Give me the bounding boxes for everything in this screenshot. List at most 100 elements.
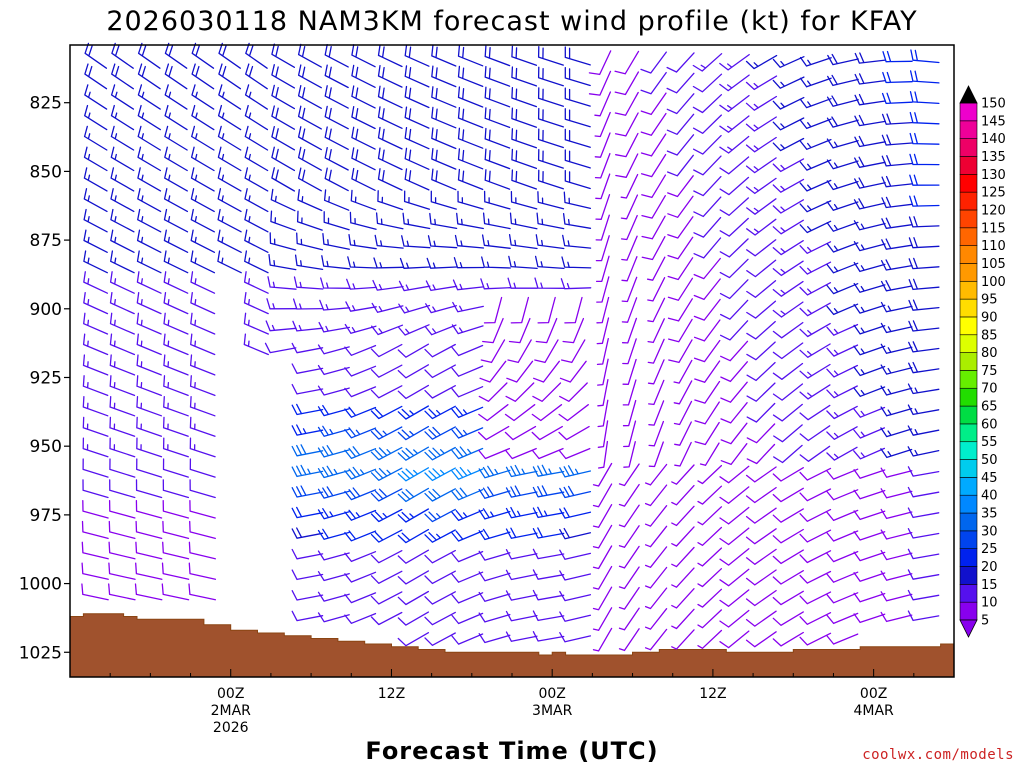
wind-barb: [271, 43, 296, 68]
colorbar-label: 60: [981, 417, 998, 432]
wind-barb: [697, 464, 723, 485]
wind-barb: [188, 541, 216, 560]
wind-barb: [109, 291, 135, 315]
wind-barb: [291, 610, 324, 622]
wind-barb: [457, 86, 484, 108]
wind-barb: [244, 104, 269, 131]
colorbar-cell: [959, 387, 978, 407]
credit-text: coolwx.com/models: [862, 747, 1014, 763]
wind-barb: [826, 201, 859, 211]
wind-barb: [697, 588, 723, 608]
wind-barb: [799, 118, 832, 130]
wind-barb: [640, 71, 667, 95]
wind-barb: [505, 569, 538, 581]
wind-barb: [719, 589, 750, 607]
wind-barb: [880, 427, 913, 438]
wind-barb: [647, 359, 665, 385]
wind-barb: [344, 466, 377, 480]
wind-barb: [826, 446, 858, 461]
wind-barb: [296, 210, 323, 231]
wind-barb: [826, 116, 859, 128]
wind-barb: [452, 301, 484, 313]
wind-barb: [799, 261, 832, 275]
wind-barb: [457, 45, 484, 67]
wind-barb: [827, 74, 859, 87]
wind-barb: [425, 280, 458, 292]
wind-barb: [424, 385, 456, 399]
wind-barb: [82, 333, 109, 356]
wind-barb: [451, 487, 484, 501]
wind-barb: [745, 486, 777, 504]
wind-barb: [880, 364, 913, 375]
colorbar-cell: [959, 298, 978, 318]
wind-barb: [562, 317, 585, 344]
x-tick-label: 12Z: [378, 686, 405, 702]
wind-barb: [618, 586, 640, 610]
wind-barb: [537, 87, 564, 107]
wind-barb: [673, 400, 693, 426]
wind-barb: [451, 406, 484, 419]
wind-barb: [772, 76, 805, 89]
wind-barb: [674, 421, 692, 446]
wind-barb: [909, 153, 940, 166]
wind-barb: [431, 147, 457, 170]
wind-barb: [745, 466, 777, 483]
wind-barb: [399, 257, 431, 269]
wind-barb: [292, 320, 324, 332]
wind-barb: [907, 383, 940, 395]
wind-barb: [189, 354, 216, 376]
wind-barb: [648, 441, 664, 468]
wind-barb: [163, 229, 189, 253]
wind-barb: [532, 485, 565, 498]
colorbar-cell: [959, 334, 978, 353]
wind-barb: [772, 117, 805, 131]
wind-barb: [136, 333, 162, 356]
wind-barb: [745, 116, 777, 132]
wind-barb: [478, 465, 511, 479]
wind-barb: [532, 506, 565, 519]
colorbar-label: 45: [981, 471, 998, 486]
wind-barb: [397, 508, 430, 523]
chart-title: 2026030118 NAM3KM forecast wind profile …: [106, 6, 917, 37]
wind-barb: [697, 568, 723, 588]
wind-barb: [190, 333, 216, 356]
wind-barb: [291, 485, 324, 498]
wind-barb: [377, 190, 404, 211]
wind-barb: [505, 485, 538, 498]
wind-barb: [826, 405, 858, 420]
wind-barb: [853, 324, 886, 335]
wind-barb: [291, 569, 324, 581]
wind-barb: [291, 527, 324, 539]
wind-barb: [799, 282, 832, 296]
wind-barb: [344, 386, 377, 398]
terrain-layer: [69, 613, 955, 678]
wind-barb: [317, 508, 350, 520]
wind-barb: [648, 420, 665, 447]
wind-barb: [692, 114, 722, 134]
wind-barb: [671, 484, 695, 506]
wind-barb: [271, 167, 296, 192]
wind-barb: [110, 84, 135, 110]
wind-barb: [110, 229, 135, 253]
wind-barb: [880, 280, 913, 292]
wind-barb: [478, 612, 511, 623]
colorbar-cell: [959, 102, 978, 122]
wind-barb: [673, 359, 693, 384]
wind-barb: [397, 528, 430, 544]
wind-barb: [508, 317, 531, 344]
wind-barb: [772, 590, 804, 606]
wind-barb: [505, 610, 538, 622]
wind-barb: [595, 214, 610, 241]
wind-barb: [697, 485, 723, 505]
wind-barb: [397, 364, 430, 379]
wind-barb: [719, 568, 750, 587]
wind-barb: [799, 384, 831, 400]
wind-barb: [297, 188, 323, 212]
wind-barb: [370, 364, 403, 378]
colorbar-cell: [959, 477, 978, 496]
wind-barb-layer: [81, 42, 940, 652]
wind-barb: [671, 464, 695, 485]
wind-barb: [534, 255, 565, 270]
wind-barb: [83, 291, 109, 315]
wind-barb: [853, 530, 886, 541]
